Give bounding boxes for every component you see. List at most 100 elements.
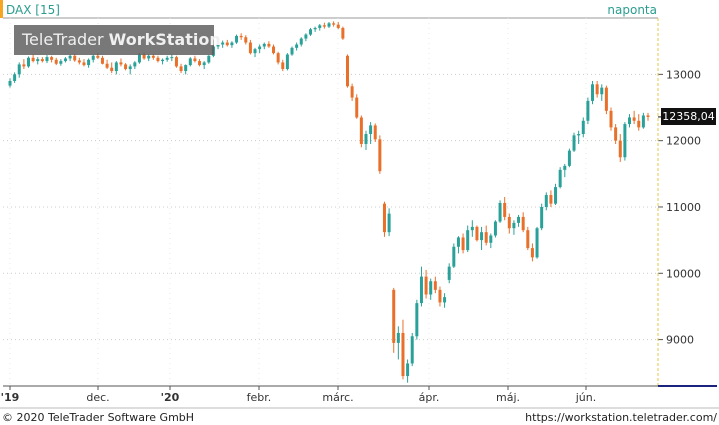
candle-body bbox=[577, 134, 581, 136]
candle-body bbox=[165, 57, 169, 60]
candle-body bbox=[558, 169, 562, 188]
candle-body bbox=[313, 27, 317, 30]
watermark-product: WorkStation bbox=[108, 30, 221, 49]
candle-body bbox=[114, 62, 118, 72]
candle-body bbox=[406, 363, 410, 377]
candle-body bbox=[503, 202, 507, 217]
candle-body bbox=[258, 46, 262, 50]
x-tick-label: ápr. bbox=[419, 391, 440, 404]
candle-body bbox=[110, 67, 114, 72]
candle-body bbox=[507, 216, 511, 229]
candle-body bbox=[466, 230, 470, 251]
y-tick-label: 9000 bbox=[666, 334, 694, 347]
candle-body bbox=[535, 228, 539, 258]
candle-body bbox=[253, 49, 257, 54]
candle-body bbox=[327, 23, 331, 27]
candle-body bbox=[396, 332, 400, 343]
candle-body bbox=[369, 125, 373, 135]
candle-body bbox=[216, 44, 220, 47]
candle-body bbox=[443, 297, 447, 303]
candle-body bbox=[230, 42, 234, 46]
candle-body bbox=[8, 80, 12, 86]
candle-body bbox=[100, 57, 104, 64]
candle-body bbox=[299, 38, 303, 45]
candle-body bbox=[512, 222, 516, 229]
candle-body bbox=[87, 59, 91, 66]
candle-body bbox=[262, 43, 266, 47]
candle-body bbox=[521, 216, 525, 231]
candle-body bbox=[63, 58, 67, 62]
candle-body bbox=[336, 24, 340, 28]
candle-body bbox=[22, 64, 26, 67]
candle-body bbox=[526, 230, 530, 249]
candle-body bbox=[68, 55, 72, 59]
candle-body bbox=[530, 248, 534, 258]
candle-body bbox=[137, 54, 141, 63]
candle-body bbox=[151, 55, 155, 58]
candle-body bbox=[244, 37, 248, 43]
candle-body bbox=[309, 29, 313, 35]
candle-body bbox=[276, 53, 280, 63]
watermark: TeleTrader WorkStation bbox=[14, 25, 221, 55]
candle-body bbox=[387, 213, 391, 233]
candle-body bbox=[36, 59, 40, 62]
candle-body bbox=[45, 57, 49, 62]
candle-body bbox=[544, 195, 548, 207]
candle-body bbox=[31, 57, 35, 62]
x-tick-label: '19 bbox=[1, 391, 20, 404]
candle-body bbox=[188, 58, 192, 66]
candle-body bbox=[105, 63, 109, 68]
candle-body bbox=[429, 281, 433, 295]
candle-body bbox=[142, 54, 146, 59]
candle-body bbox=[202, 62, 206, 66]
candle-body bbox=[623, 124, 627, 158]
candle-body bbox=[248, 42, 252, 54]
candle-body bbox=[410, 336, 414, 364]
source-url[interactable]: https://workstation.teletrader.com/ bbox=[525, 411, 717, 424]
x-tick-label: '20 bbox=[161, 391, 180, 404]
candle-body bbox=[489, 235, 493, 243]
candle-body bbox=[382, 203, 386, 233]
candle-body bbox=[96, 55, 100, 58]
x-tick-label: dec. bbox=[86, 391, 109, 404]
candle-body bbox=[40, 59, 44, 62]
candle-body bbox=[128, 66, 132, 70]
candle-body bbox=[600, 87, 604, 95]
candle-body bbox=[285, 54, 289, 70]
candle-body bbox=[272, 46, 276, 54]
candle-body bbox=[341, 27, 345, 39]
candle-body bbox=[364, 134, 368, 144]
candle-body bbox=[295, 44, 299, 48]
y-tick-label: 10000 bbox=[666, 267, 701, 280]
candle-body bbox=[632, 117, 636, 121]
y-tick-label: 11000 bbox=[666, 201, 701, 214]
candle-body bbox=[26, 57, 30, 67]
candle-body bbox=[392, 289, 396, 343]
y-tick-label: 13000 bbox=[666, 68, 701, 81]
instrument-label: DAX [15] bbox=[6, 3, 60, 17]
candle-body bbox=[59, 61, 63, 64]
candle-body bbox=[540, 206, 544, 229]
candle-body bbox=[13, 74, 17, 81]
candle-body bbox=[54, 59, 58, 64]
last-value-badge: 12358,04 bbox=[661, 108, 716, 125]
candle-body bbox=[225, 42, 229, 46]
candle-body bbox=[50, 57, 54, 60]
candle-body bbox=[637, 120, 641, 128]
period-label[interactable]: naponta bbox=[607, 3, 657, 17]
candle-body bbox=[124, 64, 128, 70]
candle-body bbox=[221, 42, 225, 45]
watermark-brand: TeleTrader bbox=[22, 30, 109, 49]
candle-body bbox=[170, 57, 174, 59]
candle-body bbox=[161, 59, 165, 62]
candle-body bbox=[77, 60, 81, 63]
candle-body bbox=[563, 165, 567, 170]
candle-body bbox=[133, 62, 137, 67]
candle-body bbox=[415, 303, 419, 337]
candle-body bbox=[475, 226, 479, 241]
candle-body bbox=[378, 139, 382, 172]
candle-body bbox=[614, 127, 618, 141]
candle-body bbox=[438, 289, 442, 303]
candle-body bbox=[119, 62, 123, 65]
